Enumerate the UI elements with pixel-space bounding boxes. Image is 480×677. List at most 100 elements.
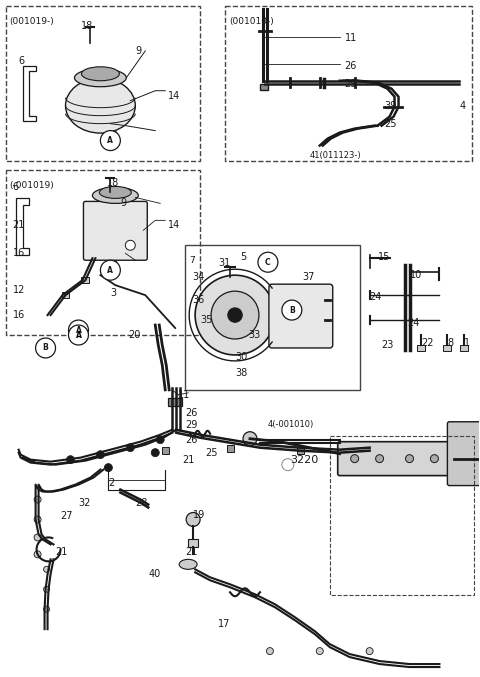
Bar: [444, 345, 451, 351]
FancyBboxPatch shape: [269, 284, 333, 348]
Circle shape: [228, 308, 242, 322]
Circle shape: [126, 443, 134, 452]
FancyBboxPatch shape: [84, 201, 147, 260]
Ellipse shape: [82, 67, 120, 81]
Circle shape: [195, 275, 275, 355]
Text: A: A: [108, 265, 113, 275]
Text: 6: 6: [19, 56, 25, 66]
Text: 39: 39: [384, 101, 397, 111]
Text: A: A: [108, 136, 113, 145]
Circle shape: [376, 455, 384, 462]
Circle shape: [258, 253, 278, 272]
Text: 37: 37: [302, 272, 314, 282]
Text: 13: 13: [108, 260, 120, 270]
Bar: [188, 540, 198, 548]
Bar: [61, 292, 70, 298]
Circle shape: [282, 300, 302, 320]
Ellipse shape: [99, 186, 132, 198]
Circle shape: [36, 338, 56, 358]
Circle shape: [67, 456, 74, 464]
Circle shape: [44, 586, 49, 592]
Text: 18: 18: [81, 21, 93, 31]
Text: 18: 18: [108, 179, 120, 188]
Bar: [418, 345, 425, 351]
Bar: [162, 447, 169, 454]
Ellipse shape: [93, 188, 138, 203]
Text: 16: 16: [12, 310, 25, 320]
Text: 36: 36: [192, 295, 204, 305]
Circle shape: [34, 496, 41, 503]
Text: 7: 7: [189, 256, 195, 265]
Text: 29: 29: [345, 79, 357, 89]
Text: 26: 26: [345, 61, 357, 71]
Circle shape: [96, 451, 104, 458]
Text: 13: 13: [108, 131, 120, 141]
Circle shape: [406, 455, 413, 462]
Text: 24: 24: [408, 318, 420, 328]
Text: 1: 1: [464, 338, 470, 348]
Text: 16: 16: [12, 248, 25, 258]
Circle shape: [431, 455, 438, 462]
Text: 2: 2: [108, 477, 115, 487]
Text: 26: 26: [185, 435, 198, 445]
Bar: [227, 445, 234, 452]
Text: 29: 29: [185, 420, 198, 430]
Text: 21: 21: [56, 548, 68, 557]
Circle shape: [243, 432, 257, 445]
Circle shape: [366, 648, 373, 655]
Text: 27: 27: [60, 512, 73, 521]
Circle shape: [125, 240, 135, 250]
Text: 6: 6: [12, 183, 19, 192]
Circle shape: [69, 320, 88, 340]
Bar: [168, 398, 182, 406]
FancyBboxPatch shape: [338, 441, 456, 476]
Text: 3: 3: [110, 288, 117, 298]
Text: 25: 25: [384, 118, 397, 129]
Text: 11: 11: [178, 390, 191, 400]
Circle shape: [100, 260, 120, 280]
Text: 22: 22: [421, 338, 434, 348]
Circle shape: [477, 452, 480, 466]
Text: 21: 21: [185, 548, 198, 557]
Bar: [6, 6, 200, 160]
Ellipse shape: [65, 79, 135, 133]
Text: 35: 35: [200, 315, 213, 325]
Text: 24: 24: [370, 292, 382, 302]
Text: 31: 31: [218, 258, 230, 268]
Text: 9: 9: [120, 198, 126, 209]
Circle shape: [34, 534, 41, 541]
Text: 26: 26: [185, 408, 198, 418]
Text: 25: 25: [205, 447, 217, 458]
Circle shape: [156, 436, 164, 443]
Text: 21: 21: [182, 455, 194, 464]
Circle shape: [151, 449, 159, 457]
Bar: [6, 171, 200, 335]
Circle shape: [351, 455, 359, 462]
Text: 8: 8: [447, 338, 454, 348]
Text: 10: 10: [409, 270, 422, 280]
Text: 32: 32: [78, 498, 91, 508]
Bar: [330, 436, 474, 595]
Bar: [185, 245, 360, 390]
Text: B: B: [43, 343, 48, 353]
Text: A: A: [75, 330, 82, 339]
Text: 41(011123-): 41(011123-): [310, 150, 361, 160]
Text: 14: 14: [168, 91, 180, 101]
Text: 3220: 3220: [290, 455, 318, 464]
Text: 34: 34: [192, 272, 204, 282]
Bar: [82, 277, 89, 283]
Text: 5: 5: [240, 253, 246, 262]
Text: 28: 28: [135, 498, 148, 508]
Circle shape: [316, 648, 323, 655]
FancyBboxPatch shape: [447, 422, 480, 485]
Bar: [260, 84, 268, 90]
Text: B: B: [289, 305, 295, 315]
Text: 23: 23: [382, 340, 394, 350]
Text: 4(-001010): 4(-001010): [268, 420, 314, 429]
Circle shape: [104, 464, 112, 472]
Text: (001019-): (001019-): [10, 17, 54, 26]
Text: 40: 40: [148, 569, 160, 580]
Text: C: C: [265, 258, 271, 267]
Ellipse shape: [179, 559, 197, 569]
Ellipse shape: [74, 69, 126, 87]
